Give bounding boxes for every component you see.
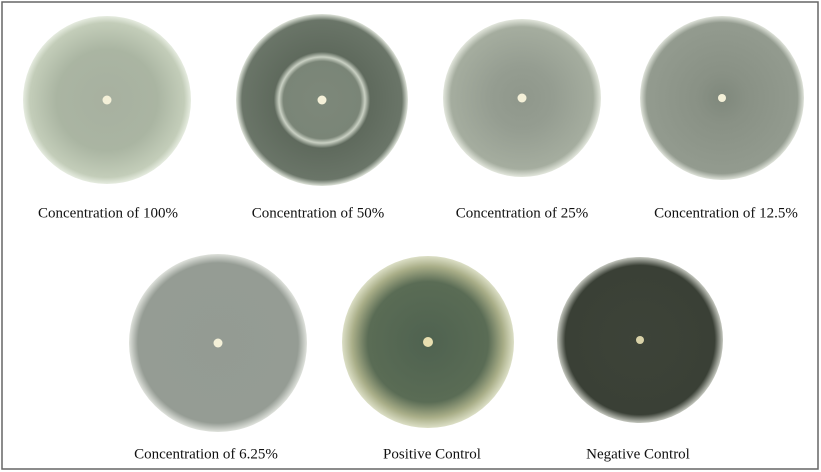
petri-dish <box>236 14 408 186</box>
petri-dish <box>342 256 514 428</box>
petri-dish <box>23 16 191 184</box>
figure: Concentration of 100% Concentration of 5… <box>0 0 821 472</box>
petri-dish <box>557 257 723 423</box>
panel-label: Negative Control <box>586 446 690 462</box>
panel-label: Concentration of 50% <box>252 205 384 221</box>
panel-label: Concentration of 100% <box>38 205 178 221</box>
panel-label: Concentration of 25% <box>456 205 588 221</box>
petri-dish <box>640 16 804 180</box>
petri-dish <box>129 254 307 432</box>
panel-label: Positive Control <box>383 446 481 462</box>
panel-label: Concentration of 6.25% <box>134 446 278 462</box>
panel-label: Concentration of 12.5% <box>654 205 798 221</box>
petri-dish <box>443 19 601 177</box>
